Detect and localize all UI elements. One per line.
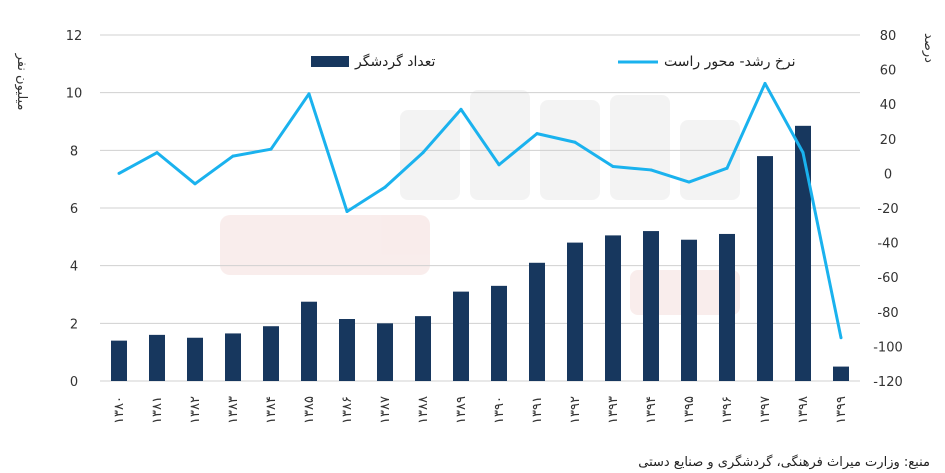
bar [833,366,849,381]
left-tick-label: 4 [70,260,78,275]
x-tick-label: ۱۳۹۳ [606,396,621,424]
line-point [193,182,197,186]
line-point [231,154,235,158]
bar [491,285,507,381]
left-axis: 0 2 4 6 8 10 12 [66,29,83,390]
line-point [497,163,501,167]
bar [377,323,393,381]
y-axis-title-left: میلیون نفر [14,53,29,111]
bar [795,125,811,381]
x-tick-label: ۱۳۹۹ [834,396,849,424]
bar-series [111,125,849,381]
left-tick-label: 10 [66,87,83,102]
line-point [573,140,577,144]
bar [453,291,469,381]
x-tick-label: ۱۳۹۵ [682,396,697,424]
legend-bar-label: تعداد گردشگر [354,53,435,70]
left-tick-label: 2 [70,317,78,332]
line-point [535,132,539,136]
line-point [155,151,159,155]
line-point [345,209,349,213]
bar [757,156,773,381]
right-tick-label: -100 [873,340,903,355]
bar [681,239,697,381]
bar [111,340,127,381]
right-tick-label: -40 [877,237,898,252]
right-tick-label: 60 [880,64,897,79]
line-point [839,336,843,340]
x-tick-label: ۱۳۹۲ [568,396,583,424]
line-point [421,151,425,155]
x-tick-label: ۱۳۹۷ [758,396,773,424]
x-tick-label: ۱۳۸۶ [340,396,355,424]
left-tick-label: 0 [70,375,78,390]
gridlines [100,34,860,382]
line-point [269,147,273,151]
x-tick-label: ۱۳۸۲ [188,396,203,424]
y-axis-title-right: درصد [921,33,936,63]
bar [339,319,355,381]
line-point [725,166,729,170]
bar [719,233,735,381]
bar [225,333,241,381]
bar [263,326,279,381]
line-point [763,81,767,85]
x-tick-label: ۱۳۸۱ [150,396,165,424]
left-tick-label: 6 [70,202,78,217]
right-tick-label: 20 [880,133,897,148]
right-tick-label: -60 [877,271,898,286]
x-tick-label: ۱۳۸۴ [264,396,279,424]
x-axis: ۱۳۸۰ ۱۳۸۱ ۱۳۸۲ ۱۳۸۳ ۱۳۸۴ ۱۳۸۵ ۱۳۸۶ ۱۳۸۷ ۱۳۸۸ ۱۳۸۹… [112,396,849,424]
x-tick-label: ۱۳۸۹ [454,396,469,424]
x-tick-label: ۱۳۹۸ [796,396,811,424]
right-tick-label: -20 [877,202,898,217]
bar [415,316,431,381]
bar [567,242,583,381]
right-tick-label: 40 [880,98,897,113]
x-tick-label: ۱۳۹۴ [644,396,659,424]
bar [643,231,659,381]
bar [301,301,317,381]
x-tick-label: ۱۳۸۳ [226,396,241,424]
watermark-logo [220,90,740,315]
line-series [117,81,843,340]
line-point [649,168,653,172]
x-tick-label: ۱۳۸۰ [112,396,127,424]
line-point [687,180,691,184]
x-tick-label: ۱۳۹۰ [492,396,507,424]
right-tick-label: 80 [880,29,897,44]
left-tick-label: 12 [66,29,83,44]
right-tick-label: -120 [873,375,903,390]
legend-bar-swatch [311,56,349,67]
bar [529,262,545,381]
line-point [307,92,311,96]
source-note: منبع: وزارت میراث فرهنگی، گردشگری و صنای… [638,454,930,470]
x-tick-label: ۱۳۸۸ [416,396,431,424]
bar [605,235,621,381]
bar [187,337,203,381]
bar [149,334,165,381]
x-tick-label: ۱۳۹۱ [530,396,545,424]
right-tick-label: -80 [877,306,898,321]
line-point [459,107,463,111]
right-tick-label: 0 [884,167,892,182]
right-axis: -120 -100 -80 -60 -40 -20 0 20 40 60 80 [873,29,903,390]
legend: تعداد گردشگر نرخ رشد- محور راست [311,53,796,70]
line-point [117,171,121,175]
line-point [383,185,387,189]
left-tick-label: 8 [70,144,78,159]
line-point [611,164,615,168]
growth-rate-line [118,81,843,339]
x-tick-label: ۱۳۸۷ [378,396,393,424]
line-point [801,151,805,155]
legend-line-label: نرخ رشد- محور راست [664,54,796,70]
x-tick-label: ۱۳۸۵ [302,396,317,424]
x-tick-label: ۱۳۹۶ [720,396,735,424]
